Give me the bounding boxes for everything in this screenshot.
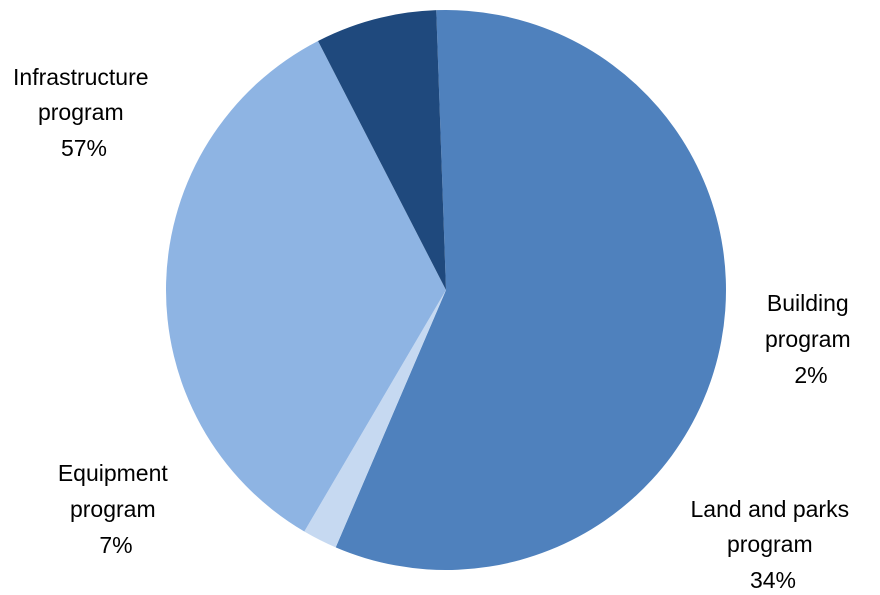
label-building-line1: Building (767, 290, 849, 316)
label-equipment-value: 7% (99, 532, 132, 558)
label-equipment: Equipment program 7% (58, 460, 174, 558)
label-infrastructure-value: 57% (61, 135, 107, 161)
slice-building (304, 290, 446, 548)
label-equipment-line1: Equipment (58, 460, 169, 486)
slice-infrastructure (335, 9, 726, 570)
label-land-and-parks-line1: Land and parks (691, 496, 850, 522)
slice-land-and-parks (165, 40, 446, 532)
pie-slices (165, 9, 726, 570)
label-land-and-parks: Land and parks program 34% (691, 496, 856, 593)
label-land-and-parks-value: 34% (750, 567, 796, 593)
label-building-value: 2% (794, 362, 827, 388)
slice-equipment (318, 10, 446, 290)
label-infrastructure: Infrastructure program 57% (13, 64, 155, 161)
label-land-and-parks-line2: program (727, 531, 813, 557)
label-building: Building program 2% (765, 290, 857, 388)
label-infrastructure-line1: Infrastructure (13, 64, 149, 90)
label-equipment-line2: program (70, 496, 156, 522)
label-infrastructure-line2: program (38, 99, 124, 125)
label-building-line2: program (765, 326, 851, 352)
